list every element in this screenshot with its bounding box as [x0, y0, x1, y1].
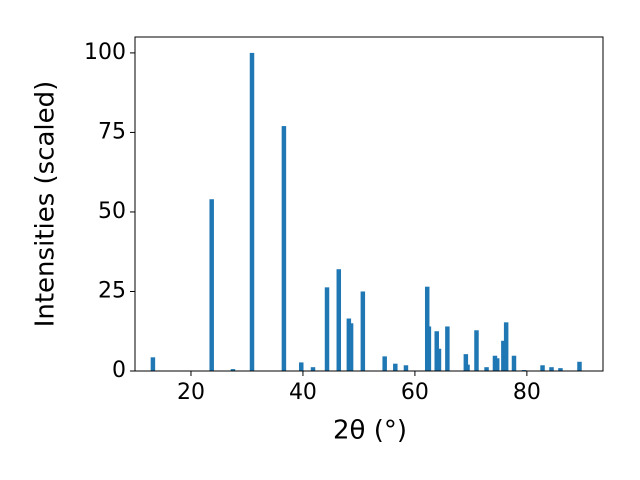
bar — [436, 348, 442, 371]
bar — [336, 269, 342, 371]
bar — [511, 355, 517, 371]
bar — [360, 291, 366, 371]
bar — [484, 367, 489, 371]
bar — [501, 340, 506, 371]
y-tick-label: 0 — [112, 358, 126, 383]
bar — [324, 287, 330, 371]
bar — [558, 368, 563, 371]
x-axis-label: 2θ (°) — [333, 416, 407, 446]
bar — [503, 322, 509, 371]
bar — [549, 367, 554, 371]
bar — [445, 326, 450, 371]
bar — [310, 367, 316, 371]
bar — [577, 361, 582, 371]
x-tick-label: 20 — [177, 380, 205, 405]
bar — [465, 364, 470, 371]
y-tick-label: 50 — [98, 199, 126, 224]
x-tick-label: 60 — [401, 380, 429, 405]
plot-frame — [134, 36, 604, 372]
bar — [494, 358, 500, 371]
y-tick-label: 25 — [98, 278, 126, 303]
bar — [249, 52, 255, 372]
bar — [209, 199, 214, 371]
y-tick-label: 75 — [98, 119, 126, 144]
bar — [540, 365, 545, 371]
y-tick-label: 100 — [84, 40, 126, 65]
bar — [348, 323, 354, 371]
x-tick-label: 80 — [513, 380, 541, 405]
bar — [299, 362, 304, 371]
bar — [393, 363, 398, 371]
y-axis-label: Intensities (scaled) — [31, 81, 61, 328]
bar — [150, 357, 156, 371]
bar — [281, 126, 287, 371]
bar — [426, 326, 432, 371]
bar — [463, 354, 469, 371]
bar — [230, 369, 236, 371]
x-tick-label: 40 — [289, 380, 317, 405]
bar — [403, 365, 409, 371]
bar — [474, 330, 479, 371]
bar — [382, 356, 387, 371]
